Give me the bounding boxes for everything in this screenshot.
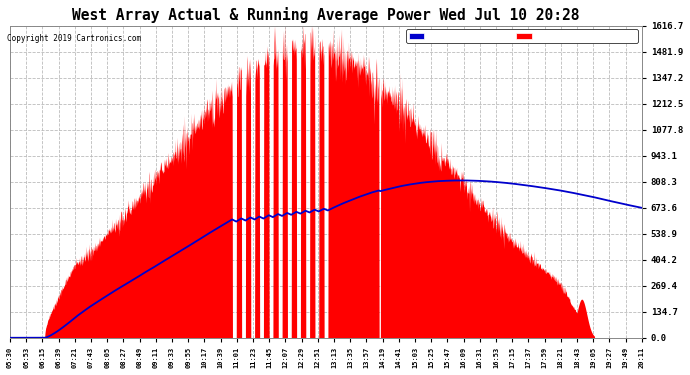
- Text: Copyright 2019 Cartronics.com: Copyright 2019 Cartronics.com: [7, 34, 141, 43]
- Legend: Average  (DC Watts), West Array  (DC Watts): Average (DC Watts), West Array (DC Watts…: [406, 29, 638, 43]
- Title: West Array Actual & Running Average Power Wed Jul 10 20:28: West Array Actual & Running Average Powe…: [72, 7, 580, 23]
